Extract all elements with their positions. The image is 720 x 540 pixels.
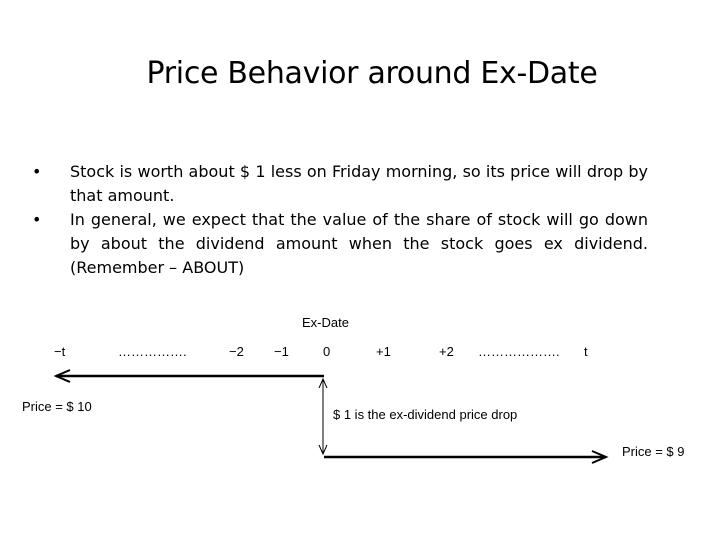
timeline-label: −1 <box>274 344 289 359</box>
bullet-item: • Stock is worth about $ 1 less on Frida… <box>32 160 648 208</box>
price-before-label: Price = $ 10 <box>22 399 92 414</box>
timeline-label: −2 <box>229 344 244 359</box>
timeline-ellipsis: ………………. <box>478 344 560 359</box>
bullet-list: • Stock is worth about $ 1 less on Frida… <box>32 160 648 280</box>
timeline-ellipsis: ……………. <box>118 344 187 359</box>
price-before-arrow <box>53 369 324 383</box>
slide-title: Price Behavior around Ex-Date <box>146 56 598 91</box>
price-drop-arrow <box>318 377 328 456</box>
price-drop-note: $ 1 is the ex-dividend price drop <box>333 407 517 422</box>
timeline-label: +2 <box>439 344 454 359</box>
bullet-text: Stock is worth about $ 1 less on Friday … <box>70 162 648 205</box>
bullet-marker: • <box>32 210 42 229</box>
timeline-label: t <box>584 344 588 359</box>
timeline-label: 0 <box>323 344 330 359</box>
bullet-text: In general, we expect that the value of … <box>70 210 648 277</box>
timeline-label: −t <box>54 344 66 359</box>
timeline-label: +1 <box>376 344 391 359</box>
bullet-item: • In general, we expect that the value o… <box>32 208 648 280</box>
price-after-arrow <box>324 450 609 464</box>
price-after-label: Price = $ 9 <box>622 444 685 459</box>
bullet-marker: • <box>32 162 42 181</box>
ex-date-header: Ex-Date <box>302 315 349 330</box>
